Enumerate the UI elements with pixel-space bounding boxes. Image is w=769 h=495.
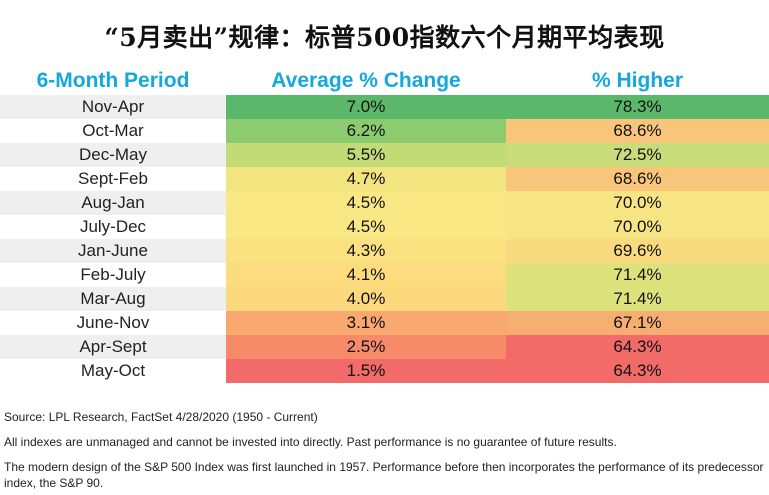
avg-change-cell: 1.5% <box>226 359 506 383</box>
avg-change-cell: 7.0% <box>226 95 506 119</box>
period-cell: Mar-Aug <box>0 287 226 311</box>
column-header-period: 6-Month Period <box>36 69 190 92</box>
source-note: Source: LPL Research, FactSet 4/28/2020 … <box>4 410 318 424</box>
chart-title: “5月卖出”规律：标普500指数六个月期平均表现 <box>104 23 665 52</box>
table-row: July-Dec 4.5% 70.0% <box>0 215 769 239</box>
period-cell: Jan-June <box>0 239 226 263</box>
period-cell: Feb-July <box>0 263 226 287</box>
table-row: Apr-Sept 2.5% 64.3% <box>0 335 769 359</box>
table-row: May-Oct 1.5% 64.3% <box>0 359 769 383</box>
methodology-note: The modern design of the S&P 500 Index w… <box>4 460 764 490</box>
table-row: Nov-Apr 7.0% 78.3% <box>0 95 769 119</box>
table-row: Aug-Jan 4.5% 70.0% <box>0 191 769 215</box>
avg-change-cell: 4.5% <box>226 191 506 215</box>
table-body: Nov-Apr 7.0% 78.3% Oct-Mar 6.2% 68.6% Dec-May 5… <box>0 95 769 383</box>
period-cell: June-Nov <box>0 311 226 335</box>
disclaimer-note: All indexes are unmanaged and cannot be … <box>4 435 617 449</box>
period-cell: Apr-Sept <box>0 335 226 359</box>
period-cell: Sept-Feb <box>0 167 226 191</box>
column-header-pct-higher: % Higher <box>591 69 683 92</box>
seasonality-table: 6-Month Period Average % Change % Higher… <box>0 67 769 383</box>
period-cell: Oct-Mar <box>0 119 226 143</box>
pct-higher-cell: 78.3% <box>506 95 769 119</box>
table-row: June-Nov 3.1% 67.1% <box>0 311 769 335</box>
table-row: Jan-June 4.3% 69.6% <box>0 239 769 263</box>
table-row: Oct-Mar 6.2% 68.6% <box>0 119 769 143</box>
period-cell: July-Dec <box>0 215 226 239</box>
avg-change-cell: 4.0% <box>226 287 506 311</box>
period-cell: May-Oct <box>0 359 226 383</box>
pct-higher-cell: 68.6% <box>506 119 769 143</box>
avg-change-cell: 6.2% <box>226 119 506 143</box>
avg-change-cell: 2.5% <box>226 335 506 359</box>
pct-higher-cell: 70.0% <box>506 215 769 239</box>
pct-higher-cell: 72.5% <box>506 143 769 167</box>
pct-higher-cell: 67.1% <box>506 311 769 335</box>
avg-change-cell: 3.1% <box>226 311 506 335</box>
table-row: Dec-May 5.5% 72.5% <box>0 143 769 167</box>
pct-higher-cell: 71.4% <box>506 287 769 311</box>
column-header-avg-change: Average % Change <box>271 69 461 92</box>
table-row: Feb-July 4.1% 71.4% <box>0 263 769 287</box>
table-row: Mar-Aug 4.0% 71.4% <box>0 287 769 311</box>
period-cell: Dec-May <box>0 143 226 167</box>
pct-higher-cell: 70.0% <box>506 191 769 215</box>
table-header: 6-Month Period Average % Change % Higher <box>0 67 769 95</box>
avg-change-cell: 4.5% <box>226 215 506 239</box>
table-row: Sept-Feb 4.7% 68.6% <box>0 167 769 191</box>
pct-higher-cell: 68.6% <box>506 167 769 191</box>
avg-change-cell: 5.5% <box>226 143 506 167</box>
pct-higher-cell: 64.3% <box>506 335 769 359</box>
avg-change-cell: 4.3% <box>226 239 506 263</box>
avg-change-cell: 4.7% <box>226 167 506 191</box>
avg-change-cell: 4.1% <box>226 263 506 287</box>
period-cell: Nov-Apr <box>0 95 226 119</box>
pct-higher-cell: 71.4% <box>506 263 769 287</box>
pct-higher-cell: 69.6% <box>506 239 769 263</box>
pct-higher-cell: 64.3% <box>506 359 769 383</box>
period-cell: Aug-Jan <box>0 191 226 215</box>
